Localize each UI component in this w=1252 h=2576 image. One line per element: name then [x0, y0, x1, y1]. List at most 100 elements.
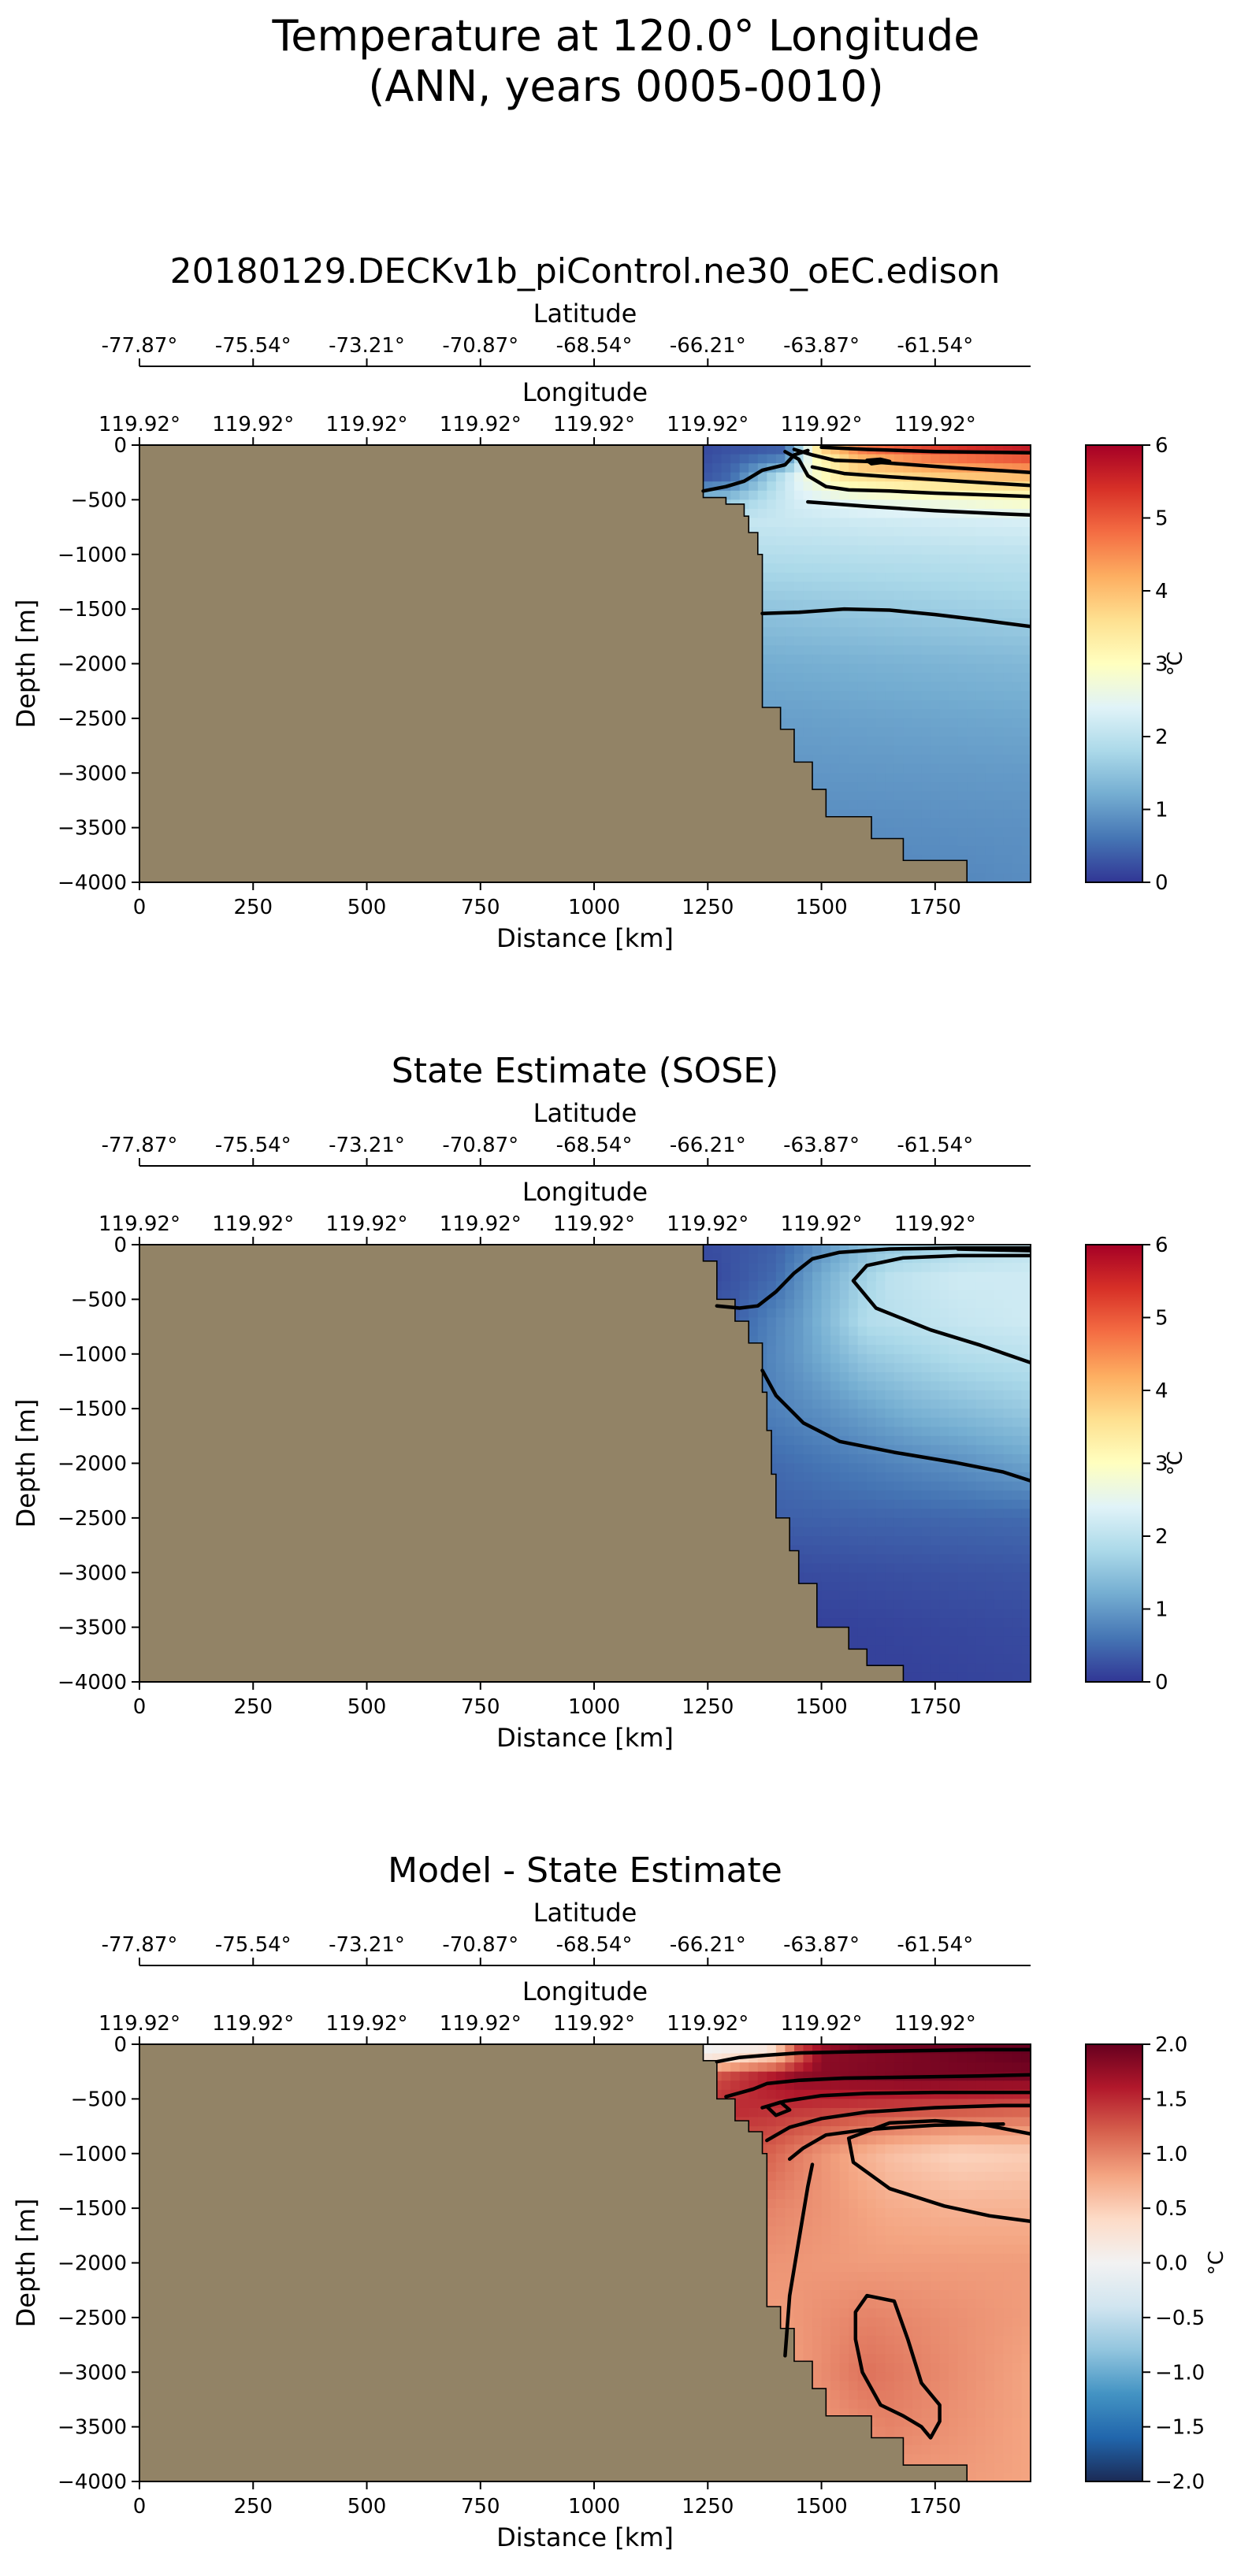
heatmap-cell — [812, 2107, 823, 2118]
heatmap-cell — [767, 681, 777, 692]
heatmap-cell — [912, 763, 923, 774]
heatmap-cell — [830, 727, 841, 737]
heatmap-cell — [939, 845, 949, 856]
heatmap-cell — [785, 700, 795, 711]
heatmap-cell — [775, 1481, 786, 1491]
y-tick-label: −3500 — [58, 817, 127, 841]
heatmap-cell — [939, 1335, 949, 1346]
heatmap-cell — [803, 1527, 813, 1537]
heatmap-cell — [875, 1563, 886, 1574]
heatmap-cell — [903, 2299, 913, 2310]
heatmap-cell — [767, 545, 777, 555]
heatmap-cell — [812, 654, 823, 665]
heatmap-cell — [821, 2080, 831, 2091]
heatmap-cell — [857, 791, 868, 801]
heatmap-cell — [994, 1654, 1005, 1665]
heatmap-cell — [830, 563, 841, 573]
heatmap-cell — [857, 2262, 868, 2273]
heatmap-cell — [821, 1345, 831, 1355]
y-tick-label: −1500 — [58, 1397, 127, 1421]
heatmap-cell — [867, 2153, 877, 2164]
heatmap-cell — [812, 1317, 823, 1327]
heatmap-cell — [803, 536, 813, 546]
heatmap-cell — [885, 663, 895, 674]
heatmap-cell — [839, 763, 849, 774]
heatmap-cell — [1012, 1527, 1023, 1537]
heatmap-cell — [903, 1563, 913, 1574]
heatmap-cell — [912, 1572, 923, 1583]
heatmap-cell — [893, 700, 905, 711]
heatmap-cell — [775, 1499, 786, 1510]
heatmap-cell — [839, 2290, 849, 2300]
heatmap-cell — [912, 627, 923, 637]
heatmap-cell — [803, 454, 813, 464]
heatmap-cell — [757, 1290, 768, 1301]
heatmap-cell — [967, 1536, 977, 1546]
heatmap-cell — [949, 1353, 959, 1364]
y-tick-label: −2000 — [58, 653, 127, 677]
heatmap-cell — [821, 527, 831, 537]
heatmap-cell — [912, 2171, 923, 2182]
heatmap-cell — [967, 1581, 977, 1592]
heatmap-cell — [803, 527, 813, 537]
heatmap-cell — [939, 681, 949, 692]
heatmap-cell — [839, 490, 849, 501]
heatmap-cell — [857, 1490, 868, 1501]
heatmap-cell — [1021, 545, 1031, 555]
heatmap-cell — [912, 1390, 923, 1401]
heatmap-cell — [931, 2217, 941, 2228]
heatmap-cell — [949, 1445, 959, 1455]
heatmap-cell — [985, 1672, 995, 1682]
heatmap-cell — [875, 745, 886, 755]
heatmap-cell — [793, 627, 804, 637]
heatmap-cell — [757, 536, 768, 546]
heatmap-cell — [903, 2308, 913, 2318]
heatmap-cell — [867, 2308, 877, 2318]
heatmap-cell — [931, 1263, 941, 1273]
heatmap-cell — [903, 2181, 913, 2191]
heatmap-cell — [830, 2272, 841, 2282]
heatmap-cell — [975, 1481, 986, 1491]
heatmap-cell — [1012, 1271, 1023, 1282]
x-tick-label: 1000 — [568, 1695, 620, 1719]
heatmap-cell — [803, 2336, 813, 2346]
heatmap-cell — [985, 1563, 995, 1574]
heatmap-cell — [793, 563, 804, 573]
heatmap-cell — [912, 1472, 923, 1483]
heatmap-cell — [912, 2253, 923, 2264]
heatmap-cell — [767, 536, 777, 546]
heatmap-cell — [803, 1453, 813, 1464]
heatmap-cell — [903, 2235, 913, 2246]
heatmap-cell — [785, 527, 795, 537]
heatmap-cell — [967, 1481, 977, 1491]
heatmap-cell — [1021, 837, 1031, 847]
heatmap-cell — [949, 545, 959, 555]
heatmap-cell — [975, 636, 986, 647]
heatmap-cell — [821, 1281, 831, 1291]
heatmap-cell — [949, 1317, 959, 1327]
heatmap-cell — [849, 2272, 859, 2282]
heatmap-cell — [931, 1445, 941, 1455]
heatmap-cell — [949, 591, 959, 601]
heatmap-cell — [975, 663, 986, 674]
heatmap-cell — [893, 1435, 905, 1446]
heatmap-cell — [830, 636, 841, 647]
heatmap-cell — [757, 2044, 768, 2054]
heatmap-cell — [931, 2363, 941, 2374]
heatmap-cell — [957, 737, 968, 747]
heatmap-cell — [893, 1399, 905, 1409]
heatmap-cell — [893, 627, 905, 637]
heatmap-cell — [885, 1290, 895, 1301]
heatmap-cell — [1021, 1672, 1031, 1682]
heatmap-cell — [949, 1599, 959, 1610]
heatmap-cell — [957, 1263, 968, 1273]
heatmap-cell — [785, 681, 795, 692]
heatmap-cell — [839, 1353, 849, 1364]
heatmap-cell — [903, 1636, 913, 1646]
heatmap-cell — [830, 554, 841, 565]
heatmap-cell — [839, 791, 849, 801]
heatmap-cell — [903, 2281, 913, 2291]
heatmap-cell — [803, 645, 813, 655]
heatmap-cell — [985, 1363, 995, 1373]
heatmap-cell — [949, 818, 959, 829]
